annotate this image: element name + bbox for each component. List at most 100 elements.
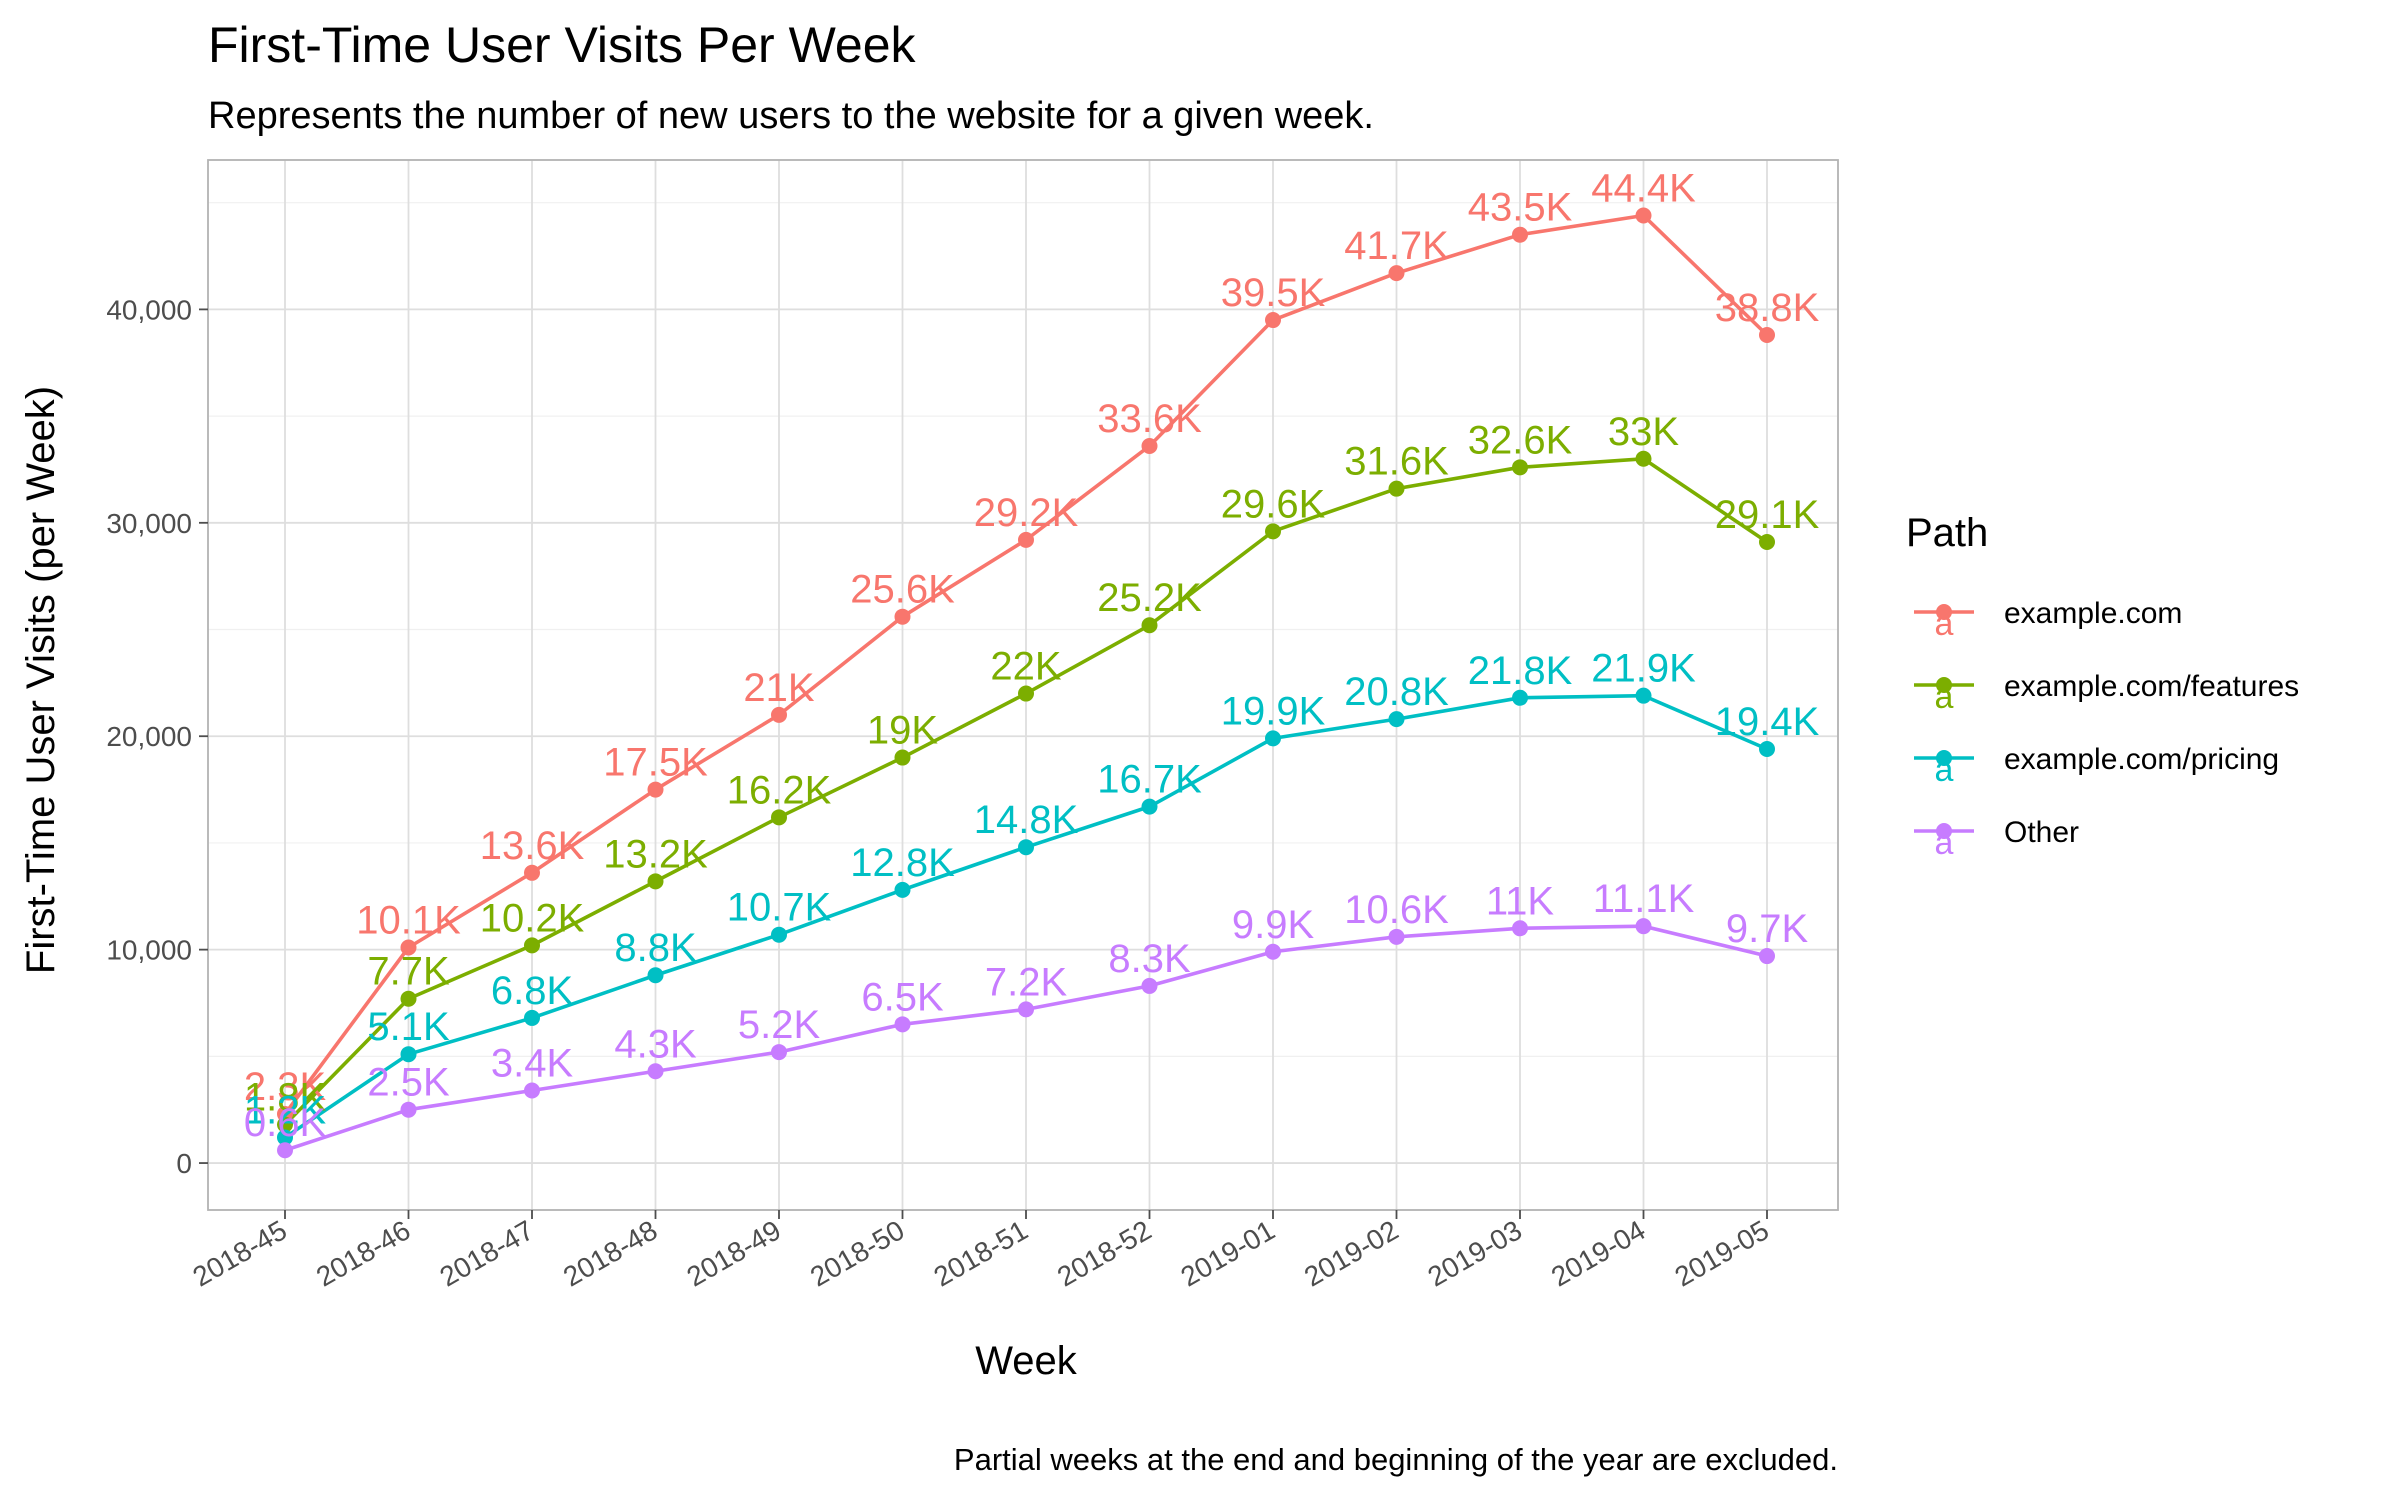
x-tick-label: 2018-49	[682, 1214, 786, 1292]
data-point	[771, 1044, 787, 1061]
data-point	[1759, 534, 1775, 551]
data-label: 17.5K	[603, 741, 708, 785]
data-label: 1.2K	[244, 1088, 327, 1132]
data-point	[1635, 450, 1652, 467]
x-tick-label: 2018-45	[188, 1214, 292, 1292]
chart-title: First-Time User Visits Per Week	[208, 17, 916, 73]
data-label: 0.6K	[244, 1101, 327, 1145]
data-point	[647, 873, 664, 890]
data-label: 12.8K	[850, 841, 955, 885]
legend-key-glyph: a	[1935, 678, 1954, 716]
data-label: 3.4K	[491, 1041, 574, 1085]
data-point	[771, 926, 787, 943]
legend-item: a example.com	[1914, 597, 2182, 643]
data-point	[1265, 312, 1281, 329]
legend-key-glyph: a	[1935, 605, 1954, 643]
data-point	[1018, 685, 1034, 702]
data-point	[400, 1046, 417, 1063]
data-labels: 2.3K 10.1K 13.6K 17.5K 21K 25.6K 29.2K 33.6K 39.…	[244, 166, 1820, 1145]
data-label: 2.5K	[367, 1061, 450, 1105]
data-label: 10.1K	[356, 899, 461, 943]
data-label: 19.4K	[1715, 700, 1820, 744]
data-point	[1388, 928, 1405, 945]
data-label: 29.6K	[1221, 482, 1326, 526]
y-axis-title: First-Time User Visits (per Week)	[19, 386, 63, 974]
data-label: 19.9K	[1221, 689, 1326, 733]
x-tick-label: 2018-51	[929, 1214, 1033, 1292]
data-point	[1388, 711, 1405, 728]
data-label: 8.8K	[614, 926, 697, 970]
major-gridlines	[208, 160, 1838, 1210]
y-tick-label: 10,000	[106, 935, 192, 966]
data-point	[1635, 918, 1652, 935]
plot-panel: 2.3K 10.1K 13.6K 17.5K 21K 25.6K 29.2K 33.6K 39.…	[207, 159, 1839, 1211]
data-label: 41.7K	[1344, 224, 1449, 268]
y-axis: 0 10,000 20,000 30,000 40,000	[106, 294, 208, 1179]
data-point	[1141, 617, 1158, 634]
legend-label: Other	[2004, 816, 2079, 849]
data-label: 10.7K	[727, 886, 832, 930]
data-point	[1018, 839, 1034, 856]
data-point	[1265, 943, 1281, 960]
data-point	[1512, 226, 1528, 243]
data-point	[1388, 480, 1405, 497]
data-point	[894, 881, 911, 898]
data-label: 25.6K	[850, 568, 955, 612]
x-tick-label: 2019-02	[1299, 1214, 1403, 1292]
x-tick-label: 2019-05	[1670, 1214, 1774, 1292]
legend-title: Path	[1906, 511, 1988, 555]
data-label: 8.3K	[1108, 937, 1191, 981]
chart-subtitle: Represents the number of new users to th…	[208, 95, 1374, 137]
y-tick-label: 30,000	[106, 508, 192, 539]
data-point	[524, 864, 540, 881]
data-point	[524, 1082, 540, 1099]
legend-label: example.com	[2004, 597, 2182, 630]
data-point	[1635, 687, 1652, 704]
legend: Path a example.com a example.com/features a e…	[1906, 511, 2299, 862]
data-point	[771, 809, 787, 826]
data-label: 13.2K	[603, 832, 708, 876]
legend-label: example.com/pricing	[2004, 743, 2279, 776]
data-point	[1512, 920, 1528, 937]
data-label: 43.5K	[1468, 186, 1573, 230]
data-label: 25.2K	[1097, 576, 1202, 620]
x-tick-label: 2019-04	[1546, 1214, 1650, 1292]
data-label: 10.6K	[1344, 888, 1449, 932]
minor-gridlines	[208, 202, 1838, 1057]
data-label: 21K	[743, 666, 814, 710]
data-label: 6.8K	[491, 969, 574, 1013]
chart-caption: Partial weeks at the end and beginning o…	[954, 1442, 1838, 1477]
legend-key-glyph: a	[1935, 824, 1954, 862]
data-point	[771, 706, 787, 723]
data-point	[1141, 977, 1158, 994]
data-label: 29.2K	[974, 491, 1079, 535]
data-point	[1759, 948, 1775, 965]
data-point	[894, 608, 911, 625]
data-point	[524, 1009, 540, 1026]
data-point	[524, 937, 540, 954]
data-point	[1512, 459, 1528, 476]
x-tick-label: 2019-03	[1423, 1214, 1527, 1292]
x-tick-label: 2018-50	[805, 1214, 909, 1292]
legend-item: a Other	[1914, 816, 2079, 862]
data-point	[1512, 689, 1528, 706]
legend-key-point	[1936, 823, 1952, 839]
data-point	[400, 1101, 417, 1118]
data-label: 9.9K	[1232, 903, 1315, 947]
y-tick-label: 40,000	[106, 294, 192, 325]
x-tick-label: 2019-01	[1176, 1214, 1280, 1292]
data-label: 16.7K	[1097, 758, 1202, 802]
data-label: 44.4K	[1591, 166, 1696, 210]
panel-border	[207, 159, 1839, 1211]
data-label: 6.5K	[861, 975, 944, 1019]
data-point	[1018, 531, 1034, 548]
data-point	[400, 990, 417, 1007]
data-label: 20.8K	[1344, 670, 1449, 714]
data-point	[277, 1129, 293, 1146]
data-label: 13.6K	[480, 824, 585, 868]
data-label: 31.6K	[1344, 440, 1449, 484]
legend-item: a example.com/features	[1914, 670, 2299, 716]
legend-key-point	[1936, 677, 1952, 693]
data-label: 1.8K	[244, 1076, 327, 1120]
data-label: 4.3K	[614, 1022, 697, 1066]
